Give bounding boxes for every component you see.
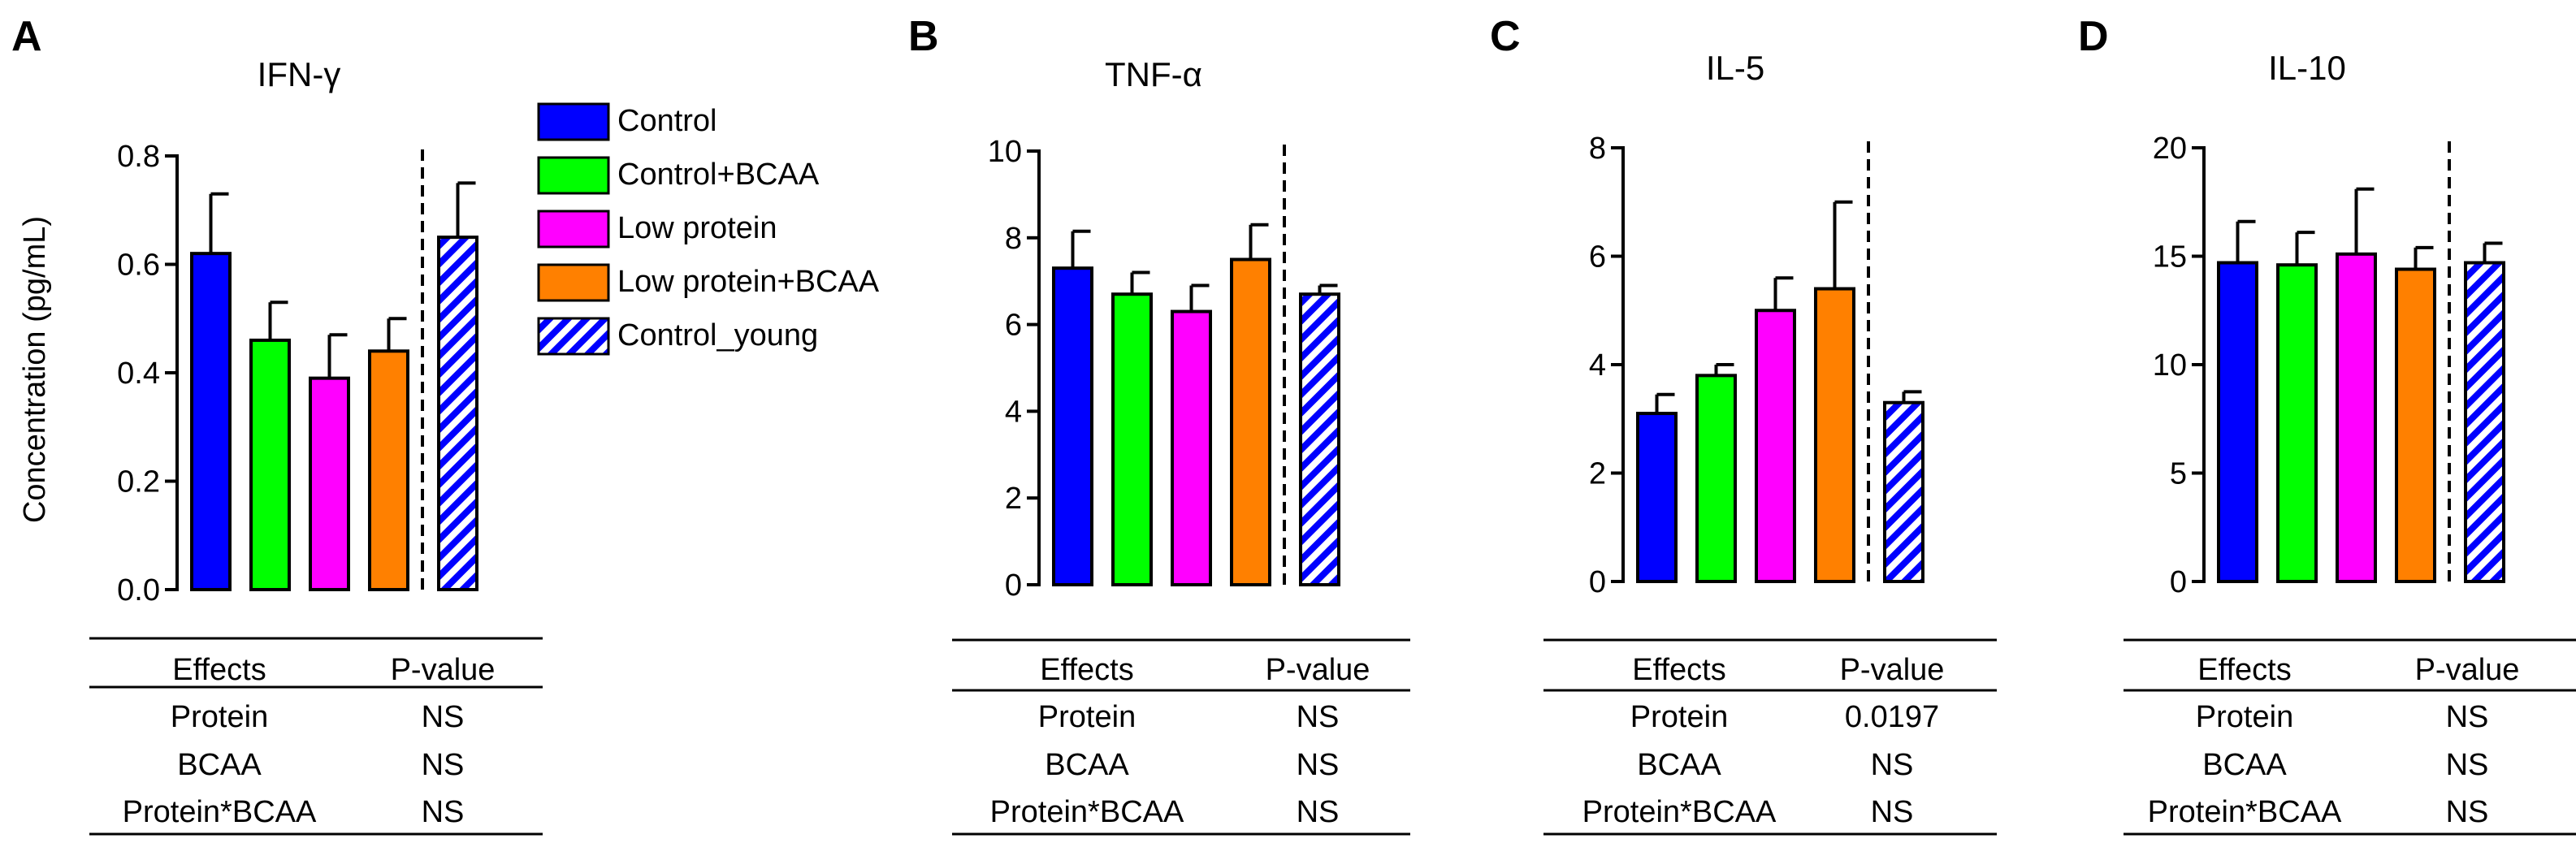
table-effect-C-3: Protein*BCAA — [1582, 795, 1777, 829]
y-tick-label-C-2: 4 — [1589, 348, 1606, 383]
table-effect-D-2: BCAA — [2202, 748, 2287, 782]
table-effect-D-3: Protein*BCAA — [2148, 795, 2342, 829]
y-tick-label-D-1: 5 — [2170, 457, 2187, 491]
y-tick-label-A-2: 0.4 — [117, 357, 160, 391]
table-header-effects-B: Effects — [1040, 653, 1133, 687]
bar-C-5 — [1883, 400, 1924, 583]
y-tick-label-A-3: 0.6 — [117, 249, 160, 283]
legend-swatch-3 — [537, 210, 610, 249]
bar-A-3 — [309, 376, 350, 591]
y-tick-label-D-4: 20 — [2153, 132, 2187, 166]
bar-C-1 — [1636, 412, 1678, 584]
chart-title-A: IFN-γ — [258, 55, 341, 93]
legend-label-4: Low protein+BCAA — [617, 265, 880, 299]
table-pvalue-C-3: NS — [1871, 795, 1914, 829]
table-pvalue-B-2: NS — [1297, 748, 1340, 782]
bar-A-2 — [249, 338, 291, 591]
bar-B-4 — [1230, 257, 1271, 586]
y-axis-label: Concentration (pg/mL) — [18, 216, 52, 523]
table-effect-C-1: Protein — [1630, 700, 1728, 734]
y-tick-label-B-1: 2 — [1005, 482, 1022, 516]
table-effect-B-1: Protein — [1038, 700, 1136, 734]
table-header-effects-C: Effects — [1632, 653, 1725, 687]
table-pvalue-B-3: NS — [1297, 795, 1340, 829]
table-effect-A-3: Protein*BCAA — [123, 795, 317, 829]
bar-B-5 — [1299, 292, 1340, 586]
table-effect-A-1: Protein — [171, 700, 268, 734]
bar-B-3 — [1171, 309, 1212, 586]
bar-D-2 — [2276, 263, 2318, 583]
y-tick-label-A-0: 0.0 — [117, 573, 160, 607]
table-header-pvalue-A: P-value — [391, 653, 496, 687]
chart-title-D: IL-10 — [2268, 49, 2346, 87]
legend-swatch-5 — [537, 317, 610, 356]
legend-label-2: Control+BCAA — [617, 158, 820, 192]
bar-B-2 — [1111, 292, 1153, 586]
legend-label-1: Control — [617, 104, 717, 138]
y-tick-label-B-0: 0 — [1005, 568, 1022, 603]
panel-letter-A: A — [11, 13, 42, 60]
table-pvalue-D-1: NS — [2446, 700, 2489, 734]
panel-letter-B: B — [908, 13, 939, 60]
panel-D: D IL-10 0 5 10 15 20 Effects P-value Protein NS BCA… — [2078, 13, 2576, 836]
table-pvalue-D-2: NS — [2446, 748, 2489, 782]
table-header-effects-D: Effects — [2197, 653, 2291, 687]
y-tick-label-B-5: 10 — [988, 135, 1022, 169]
table-effect-A-2: BCAA — [177, 748, 262, 782]
y-tick-label-B-3: 6 — [1005, 309, 1022, 343]
table-pvalue-A-3: NS — [422, 795, 465, 829]
table-header-pvalue-D: P-value — [2415, 653, 2520, 687]
panel-B: B TNF-α 0 2 4 6 8 10 Effects P-value Protein NS BCAA… — [908, 13, 1410, 836]
legend-swatch-2 — [537, 156, 610, 195]
table-pvalue-C-2: NS — [1871, 748, 1914, 782]
y-tick-label-A-1: 0.2 — [117, 465, 160, 499]
legend: Control Control+BCAA Low protein Low protei… — [537, 102, 880, 356]
bar-D-5 — [2464, 261, 2505, 583]
table-header-pvalue-B: P-value — [1266, 653, 1370, 687]
legend-swatch-4 — [537, 263, 610, 302]
panel-letter-C: C — [1490, 13, 1521, 60]
table-pvalue-C-1: 0.0197 — [1845, 700, 1939, 734]
bar-C-3 — [1755, 309, 1796, 583]
y-tick-label-A-4: 0.8 — [117, 140, 160, 174]
y-tick-label-B-4: 8 — [1005, 222, 1022, 256]
chart-title-C: IL-5 — [1706, 49, 1764, 87]
y-tick-label-D-3: 15 — [2153, 240, 2187, 275]
table-header-effects-A: Effects — [172, 653, 266, 687]
y-tick-label-C-4: 8 — [1589, 132, 1606, 166]
panel-letter-D: D — [2078, 13, 2109, 60]
table-pvalue-D-3: NS — [2446, 795, 2489, 829]
bar-C-4 — [1814, 287, 1855, 583]
chart-title-B: TNF-α — [1105, 55, 1202, 93]
table-pvalue-A-1: NS — [422, 700, 465, 734]
table-effect-D-1: Protein — [2196, 700, 2293, 734]
table-pvalue-B-1: NS — [1297, 700, 1340, 734]
bar-B-1 — [1052, 266, 1093, 586]
table-effect-B-2: BCAA — [1045, 748, 1129, 782]
legend-swatch-1 — [537, 102, 610, 141]
bar-A-5 — [437, 236, 478, 591]
panels: A IFN-γ 0.0 0.2 0.4 0.6 0.8 Effects P-value Prote… — [11, 13, 2576, 836]
panel-A: A IFN-γ 0.0 0.2 0.4 0.6 0.8 Effects P-value Prote… — [11, 13, 543, 836]
y-tick-label-C-3: 6 — [1589, 240, 1606, 275]
panel-C: C IL-5 0 2 4 6 8 Effects P-value Protein 0.0197 BCA… — [1490, 13, 1997, 836]
bar-D-3 — [2336, 252, 2377, 583]
legend-label-3: Low protein — [617, 211, 777, 245]
bar-A-1 — [190, 252, 232, 591]
y-tick-label-C-0: 0 — [1589, 565, 1606, 599]
legend-label-5: Control_young — [617, 318, 818, 352]
bar-D-1 — [2217, 261, 2258, 583]
table-effect-C-2: BCAA — [1637, 748, 1721, 782]
y-tick-label-D-2: 10 — [2153, 348, 2187, 383]
bar-D-4 — [2395, 267, 2436, 583]
y-tick-label-C-1: 2 — [1589, 457, 1606, 491]
table-effect-B-3: Protein*BCAA — [990, 795, 1184, 829]
y-tick-label-D-0: 0 — [2170, 565, 2187, 599]
y-tick-label-B-2: 4 — [1005, 395, 1022, 429]
bar-C-2 — [1695, 374, 1737, 583]
table-header-pvalue-C: P-value — [1840, 653, 1945, 687]
table-pvalue-A-2: NS — [422, 748, 465, 782]
bar-A-4 — [368, 349, 409, 591]
